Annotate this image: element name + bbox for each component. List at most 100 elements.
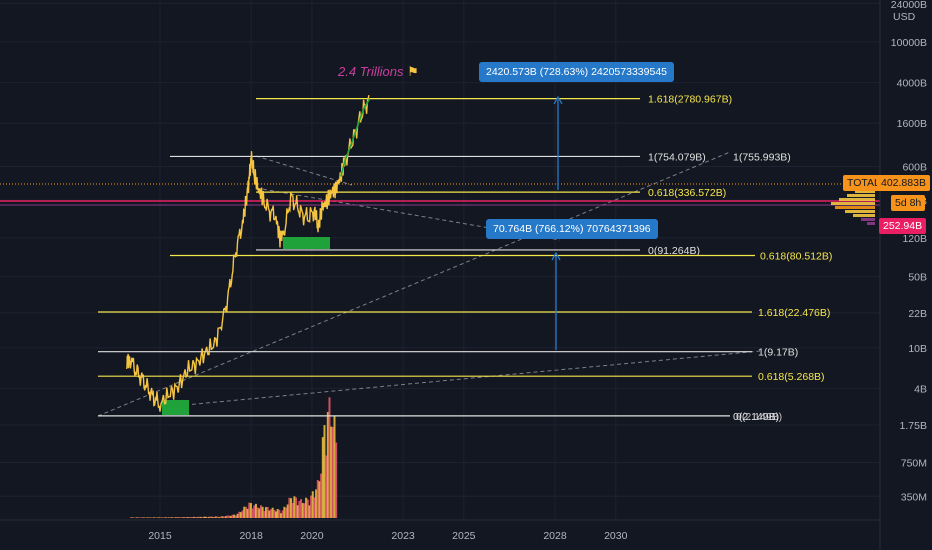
y-tick-label: 350M (901, 491, 927, 503)
volume-bar (137, 517, 140, 518)
y-tick-label: 120B (902, 233, 927, 245)
volume-bar (248, 502, 251, 518)
volume-bar (129, 517, 132, 518)
x-tick-label: 2025 (452, 530, 476, 542)
support-box-2019 (283, 237, 330, 249)
trend-line-low (184, 350, 761, 406)
volume-profile-bar (847, 194, 875, 197)
fib-level-label: 1(9.17B) (758, 347, 798, 359)
volume-bar (141, 517, 144, 518)
volume-bar (244, 506, 247, 518)
measure-arrow-lower-head (551, 251, 561, 261)
volume-bar (316, 480, 319, 518)
volume-bar (163, 517, 166, 518)
volume-bar (330, 426, 333, 518)
price-tag-current[interactable]: 402.883B (877, 175, 930, 191)
fib-level-label: 1.618(22.476B) (758, 307, 830, 319)
volume-bar (325, 455, 328, 518)
y-tick-label: 750M (901, 458, 927, 470)
price-series (125, 95, 371, 412)
volume-bar (191, 517, 194, 518)
volume-bar (333, 415, 336, 518)
grid (0, 0, 880, 520)
y-tick-label: 1.75B (900, 420, 927, 432)
volume-bar (320, 473, 323, 518)
volume-bar (188, 517, 191, 518)
volume-profile-bar (867, 222, 875, 225)
volume-bar (186, 517, 189, 518)
fib-level-label-overlap: 0(2.149B) (736, 411, 782, 423)
volume-bar (231, 514, 234, 518)
measure-callout-upper: 2420.573B (728.63%) 2420573339545 (479, 62, 674, 82)
volume-bar (293, 496, 296, 518)
volume-bar (268, 510, 271, 518)
y-tick-label: 4000B (897, 78, 927, 90)
volume-bar (276, 509, 279, 518)
x-tick-label: 2023 (391, 530, 415, 542)
volume-bar (271, 507, 274, 518)
volume-bar (264, 507, 267, 518)
volume-bar (228, 515, 231, 518)
volume-bar (158, 517, 161, 518)
volume-bar (196, 517, 199, 518)
volume-bar (203, 516, 206, 518)
volume-bar (331, 426, 334, 518)
volume-bar (269, 509, 272, 518)
volume-bar (218, 517, 221, 518)
volume-bar (146, 517, 149, 518)
trend-line-top (255, 155, 353, 186)
symbol-tag-label: TOTAL (847, 177, 880, 189)
support-boxes (162, 237, 330, 415)
volume-bar (296, 505, 299, 518)
volume-bar (301, 503, 304, 518)
y-tick-label: 50B (908, 272, 927, 284)
volume-bar (249, 503, 252, 518)
volume-bar (280, 513, 283, 518)
volume-bar (261, 506, 264, 518)
volume-bar (223, 516, 226, 518)
fib-level-label: 0.618(80.512B) (760, 250, 832, 262)
x-tick-label: 2028 (543, 530, 567, 542)
volume-bar (275, 511, 278, 518)
fib-level-label: 0.618(5.268B) (758, 371, 825, 383)
support-box-2015 (162, 400, 189, 415)
volume-bar (189, 517, 192, 518)
price-tag-secondary[interactable]: 252.94B (879, 218, 927, 234)
volume-bar (206, 517, 209, 518)
x-axis[interactable]: 2015 2018 2020 2023 2025 2028 2030 (0, 519, 880, 542)
volume-profile-bar (853, 214, 875, 217)
fib-level-label: 0(91.264B) (648, 245, 700, 257)
volume-bar (241, 510, 244, 518)
volume-bar (221, 516, 224, 518)
volume-bar (313, 497, 316, 518)
volume-profile-bar (845, 210, 875, 213)
measure-arrow-upper-head (553, 95, 563, 105)
volume-bar (214, 516, 217, 518)
volume-bars (129, 397, 338, 518)
volume-bar (178, 517, 181, 518)
volume-bar (298, 500, 301, 518)
volume-bar (285, 507, 288, 518)
symbol-tag[interactable]: TOTAL (843, 175, 884, 191)
volume-bar (256, 507, 259, 518)
projection-line (340, 98, 371, 177)
measure-arrows (551, 95, 875, 350)
volume-bar (328, 397, 331, 518)
trend-line-long (97, 151, 731, 417)
volume-bar (233, 514, 236, 518)
volume-bar (303, 503, 306, 518)
volume-bar (142, 517, 145, 518)
y-tick-label: 600B (902, 162, 927, 174)
volume-bar (251, 508, 254, 518)
measure-callout-lower: 70.764B (766.12%) 70764371396 (486, 219, 658, 239)
y-axis[interactable]: 24000B10000B4000B1600B600B280B120B50B22B… (879, 0, 932, 550)
y-axis-bg (880, 0, 932, 550)
volume-bar (208, 516, 211, 518)
volume-bar (259, 505, 262, 518)
volume-bar (311, 491, 314, 518)
volume-bar (201, 517, 204, 518)
volume-bar (288, 497, 291, 518)
x-tick-label: 2018 (239, 530, 263, 542)
price-line (125, 95, 370, 412)
